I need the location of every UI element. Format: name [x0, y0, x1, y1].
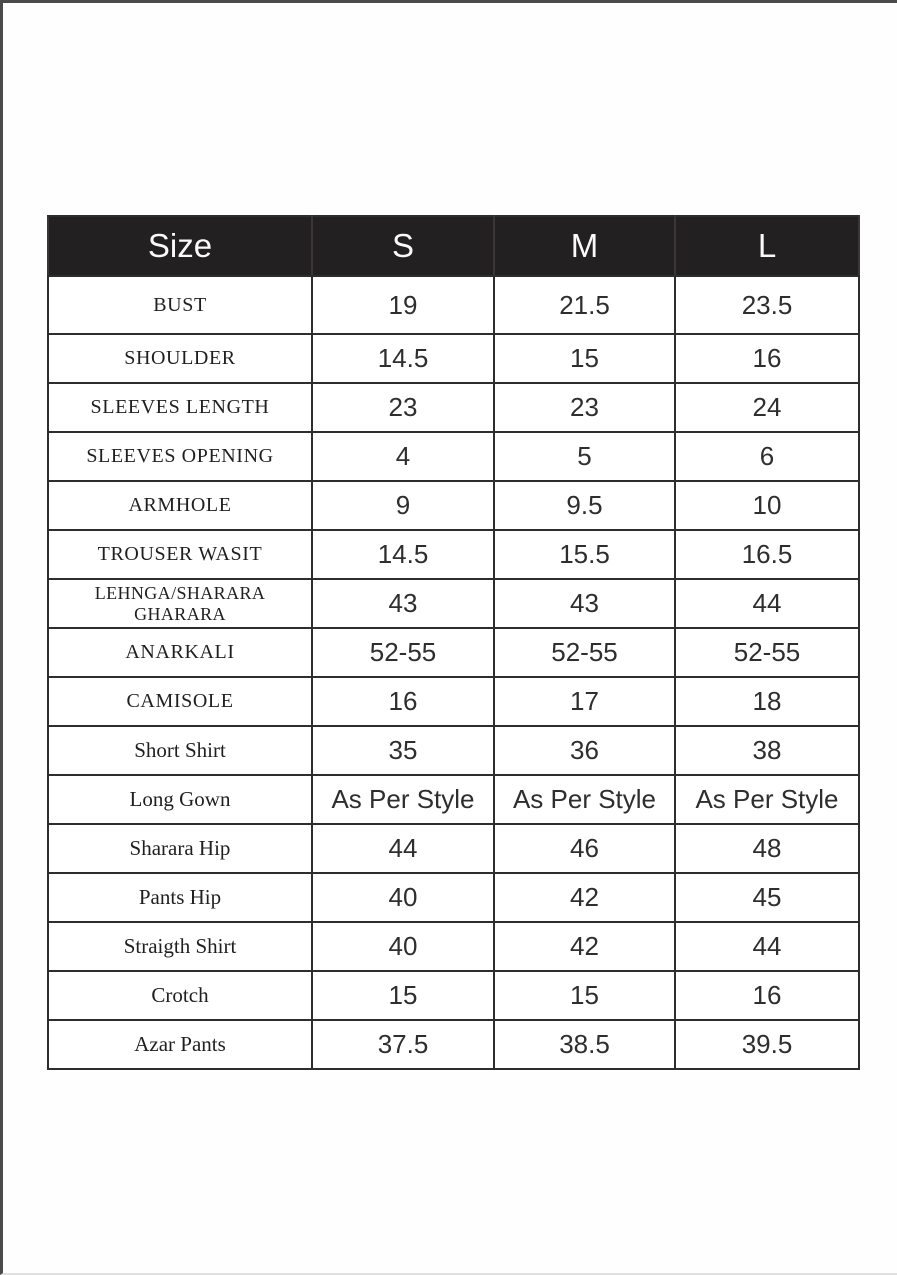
- size-value: 15: [493, 970, 676, 1021]
- row-label: Azar Pants: [47, 1019, 313, 1070]
- size-value: 6: [674, 431, 860, 482]
- size-value: 24: [674, 382, 860, 433]
- row-label: LEHNGA/SHARARA GHARARA: [47, 578, 313, 629]
- table-row: Azar Pants 37.5 38.5 39.5: [47, 1019, 860, 1070]
- row-label: SHOULDER: [47, 333, 313, 384]
- size-value: 46: [493, 823, 676, 874]
- table-row: SHOULDER 14.5 15 16: [47, 333, 860, 384]
- size-value: As Per Style: [493, 774, 676, 825]
- size-value: 43: [311, 578, 495, 629]
- size-value: 16: [311, 676, 495, 727]
- row-label: ARMHOLE: [47, 480, 313, 531]
- row-label: Long Gown: [47, 774, 313, 825]
- size-value: 23.5: [674, 275, 860, 335]
- size-chart-body: BUST 19 21.5 23.5 SHOULDER 14.5 15 16 SLEEVES LE…: [47, 275, 860, 1070]
- column-header-s: S: [311, 215, 495, 277]
- table-row: CAMISOLE 16 17 18: [47, 676, 860, 727]
- size-value: 17: [493, 676, 676, 727]
- size-value: 10: [674, 480, 860, 531]
- size-value: 21.5: [493, 275, 676, 335]
- row-label: Crotch: [47, 970, 313, 1021]
- size-value: 38.5: [493, 1019, 676, 1070]
- table-row: LEHNGA/SHARARA GHARARA 43 43 44: [47, 578, 860, 629]
- size-value: 16: [674, 333, 860, 384]
- size-value: 44: [311, 823, 495, 874]
- table-row: Long Gown As Per Style As Per Style As Per …: [47, 774, 860, 825]
- size-value: 4: [311, 431, 495, 482]
- row-label: BUST: [47, 275, 313, 335]
- table-row: Straigth Shirt 40 42 44: [47, 921, 860, 972]
- size-value: 36: [493, 725, 676, 776]
- size-value: 18: [674, 676, 860, 727]
- size-value: 52-55: [493, 627, 676, 678]
- row-label: Straigth Shirt: [47, 921, 313, 972]
- column-header-size: Size: [47, 215, 313, 277]
- row-label: CAMISOLE: [47, 676, 313, 727]
- table-header-row: Size S M L: [47, 215, 860, 277]
- size-value: 16.5: [674, 529, 860, 580]
- size-value: 44: [674, 578, 860, 629]
- table-row: SLEEVES OPENING 4 5 6: [47, 431, 860, 482]
- table-row: ARMHOLE 9 9.5 10: [47, 480, 860, 531]
- row-label: SLEEVES LENGTH: [47, 382, 313, 433]
- size-value: 45: [674, 872, 860, 923]
- size-value: 14.5: [311, 333, 495, 384]
- size-value: 52-55: [311, 627, 495, 678]
- size-value: 9: [311, 480, 495, 531]
- table-row: Sharara Hip 44 46 48: [47, 823, 860, 874]
- row-label: Sharara Hip: [47, 823, 313, 874]
- size-value: As Per Style: [311, 774, 495, 825]
- row-label: Pants Hip: [47, 872, 313, 923]
- row-label: Short Shirt: [47, 725, 313, 776]
- table-row: BUST 19 21.5 23.5: [47, 275, 860, 335]
- size-value: 15: [311, 970, 495, 1021]
- size-value: 40: [311, 921, 495, 972]
- size-value: 16: [674, 970, 860, 1021]
- table-row: Pants Hip 40 42 45: [47, 872, 860, 923]
- size-value: 44: [674, 921, 860, 972]
- row-label: TROUSER WASIT: [47, 529, 313, 580]
- size-value: 23: [493, 382, 676, 433]
- table-row: ANARKALI 52-55 52-55 52-55: [47, 627, 860, 678]
- column-header-l: L: [674, 215, 860, 277]
- row-label: SLEEVES OPENING: [47, 431, 313, 482]
- size-value: 15.5: [493, 529, 676, 580]
- size-value: 48: [674, 823, 860, 874]
- column-header-m: M: [493, 215, 676, 277]
- size-chart-table: Size S M L BUST 19 21.5 23.5 SHOULDER 14.5 15 1…: [47, 215, 860, 1070]
- table-row: TROUSER WASIT 14.5 15.5 16.5: [47, 529, 860, 580]
- size-value: 42: [493, 872, 676, 923]
- size-value: 38: [674, 725, 860, 776]
- size-value: 9.5: [493, 480, 676, 531]
- size-value: 14.5: [311, 529, 495, 580]
- size-value: 35: [311, 725, 495, 776]
- table-row: Short Shirt 35 36 38: [47, 725, 860, 776]
- size-value: 37.5: [311, 1019, 495, 1070]
- size-value: As Per Style: [674, 774, 860, 825]
- table-row: Crotch 15 15 16: [47, 970, 860, 1021]
- size-value: 39.5: [674, 1019, 860, 1070]
- row-label: ANARKALI: [47, 627, 313, 678]
- size-value: 43: [493, 578, 676, 629]
- size-value: 5: [493, 431, 676, 482]
- size-value: 23: [311, 382, 495, 433]
- size-value: 40: [311, 872, 495, 923]
- size-value: 52-55: [674, 627, 860, 678]
- size-value: 19: [311, 275, 495, 335]
- table-row: SLEEVES LENGTH 23 23 24: [47, 382, 860, 433]
- size-value: 15: [493, 333, 676, 384]
- size-value: 42: [493, 921, 676, 972]
